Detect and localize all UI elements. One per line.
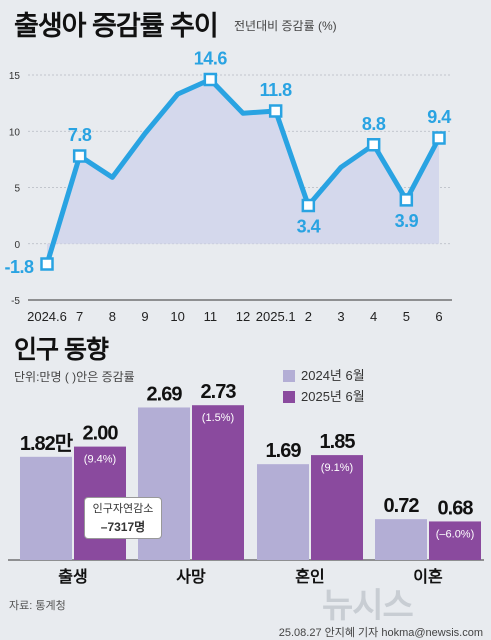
bar-value-label: 0.72	[384, 495, 420, 517]
data-point-marker	[301, 198, 316, 213]
population-bar-chart: 1.82만 2.00 (9.4%) 출생 2.69 2.73 (1.5%) 사망 1.69 1.8…	[8, 381, 484, 586]
bar-value-label: 2.00	[83, 423, 119, 445]
category-label: 사망	[176, 568, 206, 586]
bar-value-label: 1.82만	[20, 432, 74, 455]
category-label: 이혼	[413, 567, 443, 586]
bar	[257, 464, 309, 560]
x-tick-label: 5	[403, 309, 410, 324]
data-label: 14.6	[194, 49, 228, 69]
legend-item-2024: 2024년 6월	[283, 365, 365, 384]
data-point-marker	[40, 257, 54, 271]
natural-decrease-label: 인구자연감소	[92, 503, 154, 515]
x-tick-label: 7	[76, 309, 83, 324]
category-label: 혼인	[295, 567, 324, 586]
legend-swatch-2025	[283, 391, 295, 403]
bar-chart-title: 인구 동향	[14, 336, 109, 364]
line-chart-subtitle: 전년대비 증감률 (%)	[234, 19, 337, 33]
data-point-marker	[432, 131, 446, 145]
bar-change-label: (9.1%)	[321, 462, 353, 474]
y-tick-label: 10	[9, 127, 21, 138]
x-tick-label: 2025.1	[256, 309, 296, 324]
data-point-marker	[268, 104, 283, 118]
bar-value-label: 1.69	[266, 440, 302, 462]
x-tick-label: 10	[170, 309, 184, 324]
natural-decrease-note: 인구자연감소 –7317명	[84, 497, 162, 539]
data-label: 8.8	[362, 114, 386, 134]
credit-line: 25.08.27 안지혜 기자 hokma@newsis.com	[278, 627, 483, 639]
data-point-marker	[72, 149, 87, 163]
line-chart-title: 출생아 증감률 추이	[14, 11, 219, 41]
bar-change-label: (–6.0%)	[436, 528, 475, 540]
birth-rate-line-chart: 15 10 5 0 -5 2024.6 7 8 9 10 11 12 2025.1 2 3 4 5 6 -1.8 7.…	[4, 49, 452, 324]
y-tick-label: 15	[9, 71, 21, 82]
x-tick-label: 6	[435, 309, 442, 324]
bar-value-label: 2.69	[147, 383, 183, 405]
bar	[311, 455, 363, 560]
newsis-watermark: 뉴시스	[322, 587, 414, 625]
bar	[429, 521, 481, 560]
bar-value-label: 0.68	[438, 497, 474, 519]
bar-change-label: (1.5%)	[202, 412, 234, 424]
bar	[192, 405, 244, 560]
x-tick-label: 2	[305, 309, 312, 324]
data-label: 11.8	[260, 80, 293, 100]
y-tick-label: -5	[11, 296, 20, 307]
bar-value-label: 1.85	[320, 431, 356, 453]
data-point-marker	[366, 138, 381, 152]
legend-swatch-2024	[283, 370, 295, 382]
legend-label-2024: 2024년 6월	[301, 368, 365, 383]
y-tick-label: 5	[14, 184, 20, 195]
data-label: 7.8	[68, 125, 92, 145]
legend-item-2025: 2025년 6월	[283, 386, 365, 405]
x-tick-label: 8	[109, 309, 116, 324]
x-tick-label: 3	[337, 309, 344, 324]
x-tick-label: 4	[370, 309, 377, 324]
bar	[375, 519, 427, 560]
data-point-marker	[203, 72, 218, 87]
data-label: 3.9	[395, 211, 419, 231]
bar-change-label: (9.4%)	[84, 454, 116, 466]
legend-label-2025: 2025년 6월	[301, 389, 365, 404]
bar-value-label: 2.73	[201, 381, 237, 403]
natural-decrease-value: –7317명	[100, 520, 146, 534]
unit-note: 단위:만명 ( )안은 증감률	[14, 370, 135, 384]
data-point-marker	[399, 193, 414, 207]
category-label: 출생	[58, 568, 87, 586]
x-tick-label: 9	[141, 309, 148, 324]
y-tick-label: 0	[14, 240, 20, 251]
data-label: -1.8	[4, 257, 34, 277]
area-fill	[47, 79, 439, 264]
x-tick-label: 12	[236, 309, 250, 324]
bar	[20, 456, 72, 560]
x-tick-label: 2024.6	[27, 309, 67, 324]
source-note: 자료: 통계청	[9, 600, 66, 612]
x-tick-label: 11	[204, 309, 218, 324]
data-label: 3.4	[297, 217, 321, 237]
data-label: 9.4	[427, 107, 451, 127]
